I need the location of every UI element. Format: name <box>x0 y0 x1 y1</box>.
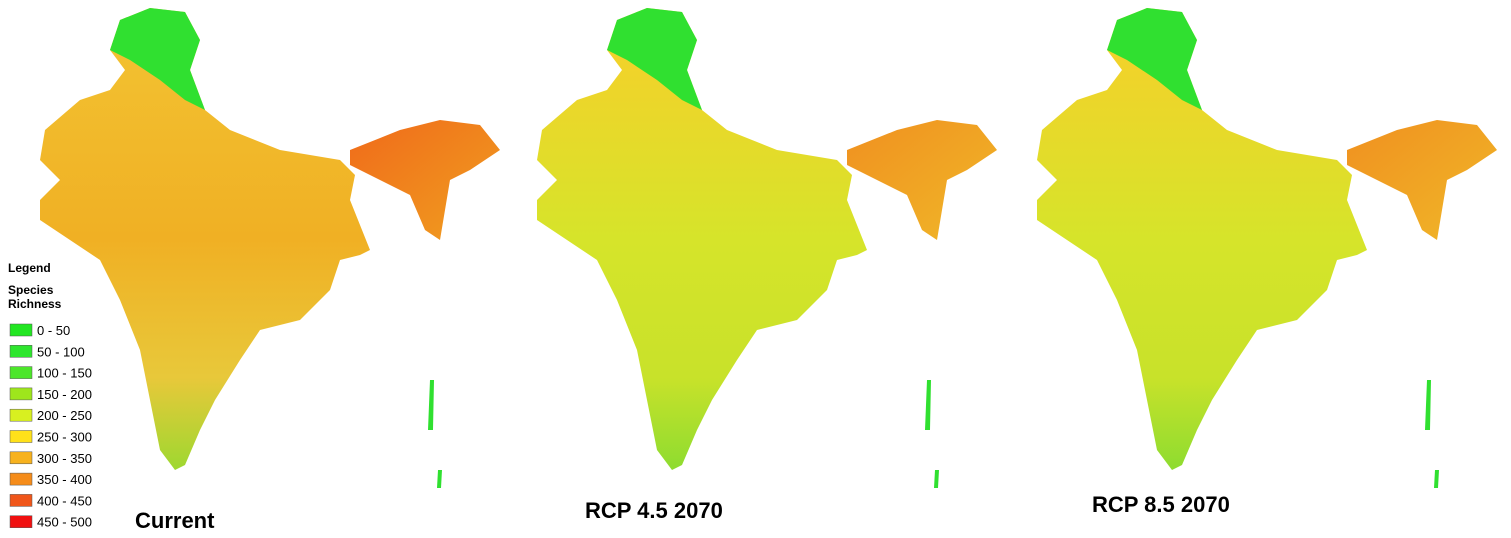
legend-label: 100 - 150 <box>37 366 92 381</box>
legend-swatch <box>9 408 33 422</box>
legend-swatch <box>9 345 33 358</box>
legend-label: 150 - 200 <box>37 387 92 402</box>
map-current <box>40 8 500 488</box>
legend-swatch <box>9 515 33 528</box>
legend-label: 350 - 400 <box>37 472 92 487</box>
map-rcp45 <box>537 8 997 488</box>
legend-swatch <box>9 387 33 401</box>
map-rcp85 <box>1037 8 1497 488</box>
panel-title: RCP 8.5 2070 <box>1092 492 1230 517</box>
legend-label: 200 - 250 <box>37 408 92 423</box>
legend-swatch <box>9 494 33 507</box>
legend-label: 0 - 50 <box>37 323 70 338</box>
legend-swatch <box>9 366 33 379</box>
legend-subtitle: Species Richness <box>8 283 62 311</box>
panel-title: Current <box>135 508 215 533</box>
legend-swatch <box>9 472 33 486</box>
legend-label: 50 - 100 <box>37 344 85 359</box>
legend-title: Legend <box>8 261 51 275</box>
legend-swatch <box>9 451 33 465</box>
legend-label: 250 - 300 <box>37 430 92 445</box>
legend-label: 400 - 450 <box>37 493 92 508</box>
panel-title: RCP 4.5 2070 <box>585 498 723 523</box>
legend-swatch <box>9 430 33 443</box>
legend-label: 300 - 350 <box>37 451 92 466</box>
legend-swatch <box>9 323 33 337</box>
legend-label: 450 - 500 <box>37 515 92 530</box>
